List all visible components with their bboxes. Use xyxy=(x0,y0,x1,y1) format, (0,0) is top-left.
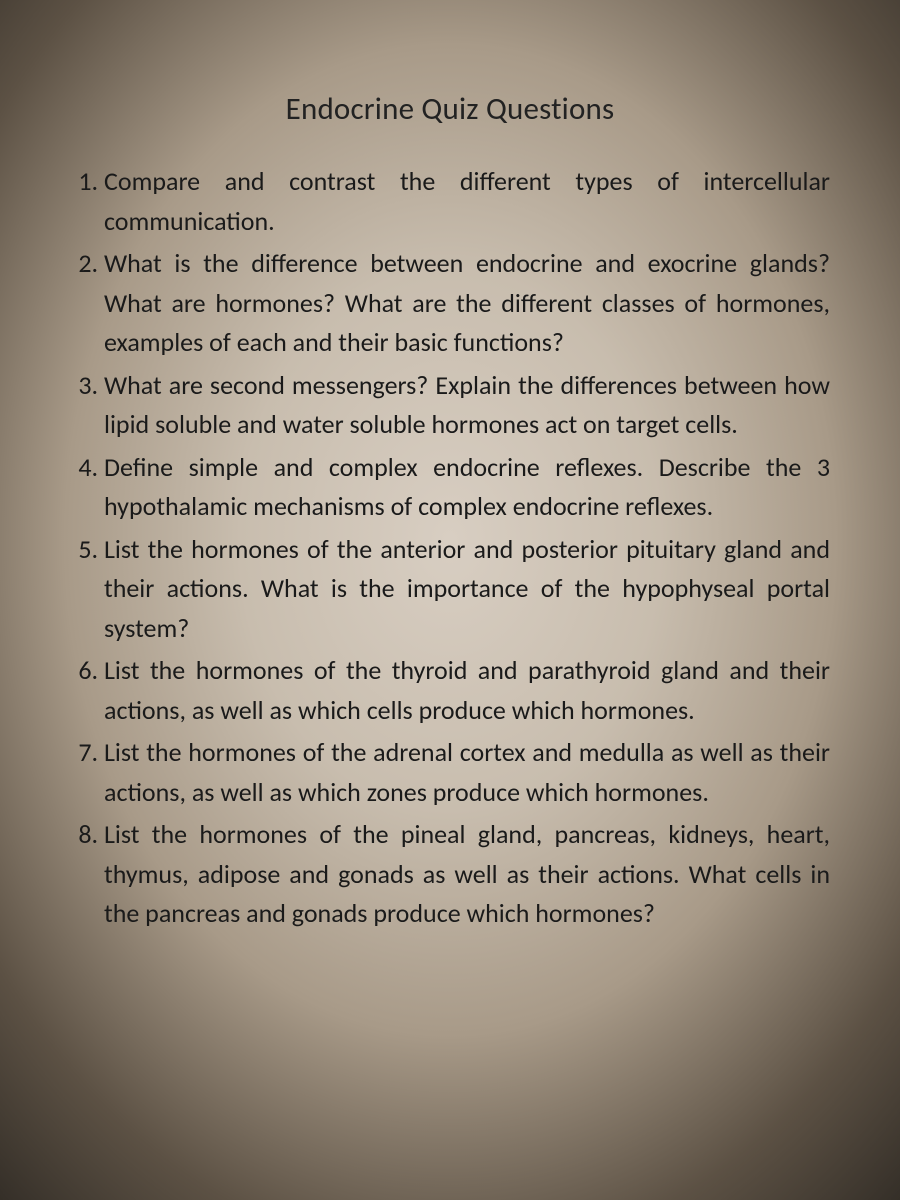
question-item: List the hormones of the adrenal cortex … xyxy=(104,733,830,812)
question-item: List the hormones of the pineal gland, p… xyxy=(104,815,830,934)
question-item: Define simple and complex endocrine refl… xyxy=(104,448,830,527)
question-item: List the hormones of the anterior and po… xyxy=(104,530,830,649)
question-item: Compare and contrast the different types… xyxy=(104,162,830,241)
question-list: Compare and contrast the different types… xyxy=(70,162,830,934)
question-item: What is the difference between endocrine… xyxy=(104,244,830,363)
document-title: Endocrine Quiz Questions xyxy=(70,90,830,128)
question-item: List the hormones of the thyroid and par… xyxy=(104,651,830,730)
document-page: Endocrine Quiz Questions Compare and con… xyxy=(0,0,900,1200)
question-item: What are second messengers? Explain the … xyxy=(104,366,830,445)
